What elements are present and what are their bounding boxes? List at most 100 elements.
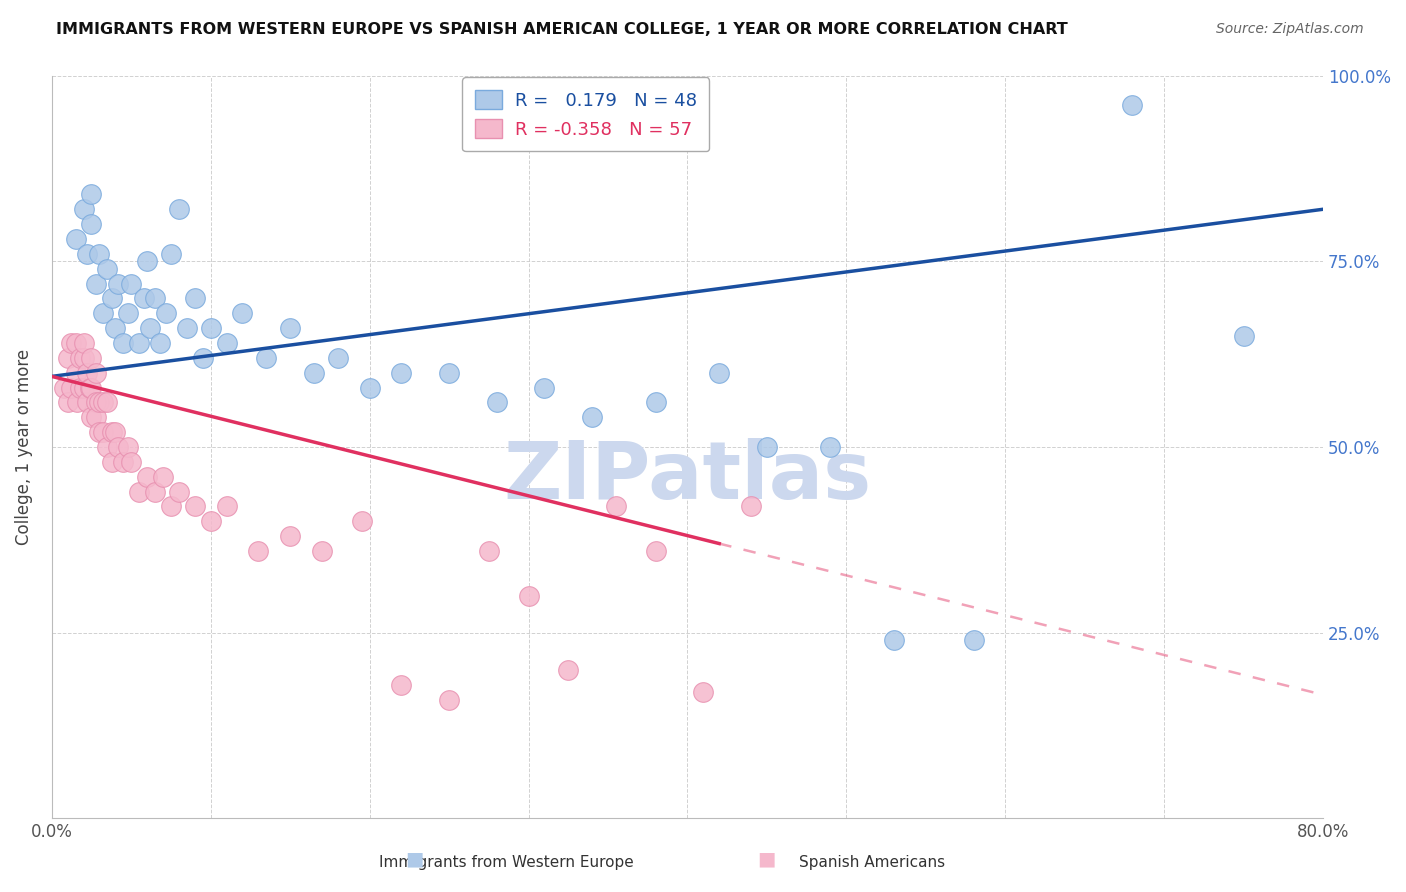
Point [740,500,762,514]
Point [692,685,714,699]
Point [66,395,89,409]
Point [644,544,666,558]
Point [107,277,129,291]
Point [112,455,135,469]
Point [176,321,198,335]
Point [107,440,129,454]
Point [72,351,94,365]
Point [96,395,118,409]
Point [84,277,107,291]
Point [517,589,540,603]
Point [1233,328,1256,343]
Point [65,336,87,351]
Point [96,440,118,454]
Point [132,292,155,306]
Point [120,455,142,469]
Point [581,410,603,425]
Point [359,380,381,394]
Point [84,366,107,380]
Point [120,277,142,291]
Point [76,247,98,261]
Point [91,306,114,320]
Point [302,366,325,380]
Point [215,500,238,514]
Point [160,247,183,261]
Point [136,254,159,268]
Point [152,469,174,483]
Point [91,425,114,439]
Point [84,410,107,425]
Point [191,351,214,365]
Point [247,544,270,558]
Point [72,336,94,351]
Point [437,366,460,380]
Point [84,395,107,409]
Text: Source: ZipAtlas.com: Source: ZipAtlas.com [1216,22,1364,37]
Point [91,395,114,409]
Point [104,425,127,439]
Point [1121,98,1143,112]
Text: Immigrants from Western Europe: Immigrants from Western Europe [378,855,634,870]
Point [89,425,111,439]
Point [69,351,91,365]
Point [143,484,166,499]
Point [311,544,333,558]
Text: ■: ■ [756,850,776,869]
Text: Spanish Americans: Spanish Americans [799,855,945,870]
Point [184,500,207,514]
Point [139,321,162,335]
Point [437,692,460,706]
Point [478,544,501,558]
Point [389,678,412,692]
Point [128,484,150,499]
Point [644,395,666,409]
Point [160,500,183,514]
Point [101,292,124,306]
Point [755,440,778,454]
Point [80,187,103,202]
Point [231,306,253,320]
Point [117,440,139,454]
Point [89,395,111,409]
Point [167,484,190,499]
Point [56,351,79,365]
Point [76,395,98,409]
Point [605,500,627,514]
Point [117,306,139,320]
Point [278,321,301,335]
Point [143,292,166,306]
Point [65,232,87,246]
Text: IMMIGRANTS FROM WESTERN EUROPE VS SPANISH AMERICAN COLLEGE, 1 YEAR OR MORE CORRE: IMMIGRANTS FROM WESTERN EUROPE VS SPANIS… [56,22,1069,37]
Point [389,366,412,380]
Text: ZIPatlas: ZIPatlas [503,438,872,516]
Point [326,351,349,365]
Point [69,380,91,394]
Point [76,366,98,380]
Point [149,336,172,351]
Point [128,336,150,351]
Point [80,351,103,365]
Point [485,395,508,409]
Point [254,351,277,365]
Point [72,380,94,394]
Point [96,261,118,276]
Point [79,380,101,394]
Point [278,529,301,543]
Point [101,425,124,439]
Point [72,202,94,217]
Point [200,514,222,528]
Point [533,380,555,394]
Point [80,380,103,394]
Point [215,336,238,351]
Point [89,247,111,261]
Point [155,306,177,320]
Text: ■: ■ [405,850,425,869]
Y-axis label: College, 1 year or more: College, 1 year or more [15,349,32,545]
Point [350,514,373,528]
Point [56,395,79,409]
Point [136,469,159,483]
Point [80,410,103,425]
Legend: R =   0.179   N = 48, R = -0.358   N = 57: R = 0.179 N = 48, R = -0.358 N = 57 [463,77,709,152]
Point [101,455,124,469]
Point [80,217,103,231]
